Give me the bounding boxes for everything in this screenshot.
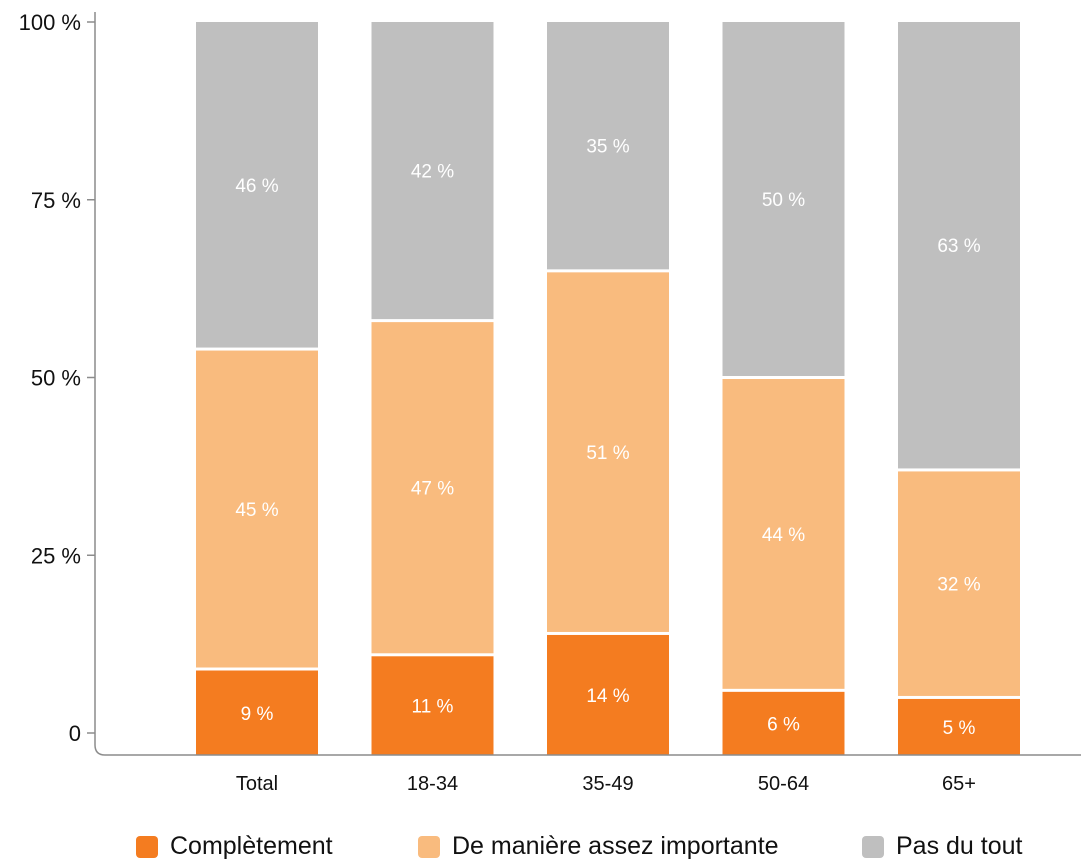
y-tick-label-50: 50 %: [31, 366, 81, 391]
bar-18-34-pas-du-tout: [371, 22, 494, 320]
y-tick-label-75: 75 %: [31, 188, 81, 213]
x-axis-ticks: Total 18-34 35-49 50-64 65+: [236, 773, 976, 795]
stacked-bar-chart: 0 25 % 50 % 75 % 100 % 9 % 45 % 46 % 11 % 47 % 42…: [19, 10, 1081, 795]
bar-35-49-de-maniere-assez-importante: [547, 272, 669, 632]
y-tick-label-25: 25 %: [31, 543, 81, 568]
bar-65-pas-du-tout: [898, 22, 1020, 469]
data-label-total-de-maniere-assez-importante: 45 %: [235, 500, 278, 521]
bar-labels-layer: 9 % 45 % 46 % 11 % 47 % 42 % 14 % 51 % 35 % 6 % 44…: [235, 137, 980, 739]
legend-item-pas-du-tout: Pas du tout: [862, 832, 1022, 861]
legend: Complètement De manière assez importante…: [0, 832, 1081, 865]
legend-item-completement: Complètement: [136, 832, 333, 861]
legend-label-completement: Complètement: [170, 832, 333, 860]
legend-label-pas-du-tout: Pas du tout: [896, 832, 1023, 860]
data-label-50-64-de-maniere-assez-importante: 44 %: [762, 525, 805, 546]
data-label-total-completement: 9 %: [241, 704, 274, 725]
bar-50-64-pas-du-tout: [722, 22, 845, 376]
legend-label-assez-importante: De manière assez importante: [452, 832, 779, 860]
bar-18-34-completement: [371, 656, 494, 755]
data-label-35-49-completement: 14 %: [586, 686, 629, 707]
bars-layer: [196, 22, 1020, 755]
y-tick-label-0: 0: [69, 721, 81, 746]
axis-lines: [94, 12, 1081, 756]
data-label-35-49-pas-du-tout: 35 %: [586, 137, 629, 158]
bar-35-49-pas-du-tout: [547, 22, 669, 270]
data-label-65-pas-du-tout: 63 %: [937, 236, 980, 257]
bar-65-completement: [898, 698, 1020, 755]
data-label-65-de-maniere-assez-importante: 32 %: [937, 575, 980, 596]
data-label-18-34-completement: 11 %: [412, 697, 454, 718]
bar-50-64-completement: [722, 691, 845, 755]
x-tick-label-65: 65+: [942, 773, 976, 795]
legend-swatch-assez-importante: [418, 835, 440, 858]
data-label-65-completement: 5 %: [943, 718, 976, 739]
bar-35-49-completement: [547, 634, 669, 755]
x-tick-label-18-34: 18-34: [407, 773, 458, 795]
legend-swatch-pas-du-tout: [862, 835, 884, 858]
data-label-35-49-de-maniere-assez-importante: 51 %: [586, 443, 629, 464]
legend-item-assez-importante: De manière assez importante: [418, 832, 779, 861]
data-label-50-64-pas-du-tout: 50 %: [762, 190, 805, 211]
data-label-18-34-de-maniere-assez-importante: 47 %: [411, 479, 454, 500]
data-label-18-34-pas-du-tout: 42 %: [411, 162, 454, 183]
x-tick-label-35-49: 35-49: [582, 773, 633, 795]
bar-total-completement: [196, 670, 318, 755]
x-tick-label-50-64: 50-64: [758, 773, 809, 795]
x-tick-label-total: Total: [236, 773, 278, 795]
bar-18-34-de-maniere-assez-importante: [371, 322, 494, 654]
y-axis-ticks: 0 25 % 50 % 75 % 100 %: [19, 10, 95, 746]
bar-total-de-maniere-assez-importante: [196, 350, 318, 668]
bar-total-pas-du-tout: [196, 22, 318, 348]
y-tick-label-100: 100 %: [19, 10, 81, 35]
legend-swatch-completement: [136, 835, 158, 858]
data-label-50-64-completement: 6 %: [767, 714, 800, 735]
data-label-total-pas-du-tout: 46 %: [235, 176, 278, 197]
bar-65-de-maniere-assez-importante: [898, 471, 1020, 696]
bar-50-64-de-maniere-assez-importante: [722, 379, 845, 689]
